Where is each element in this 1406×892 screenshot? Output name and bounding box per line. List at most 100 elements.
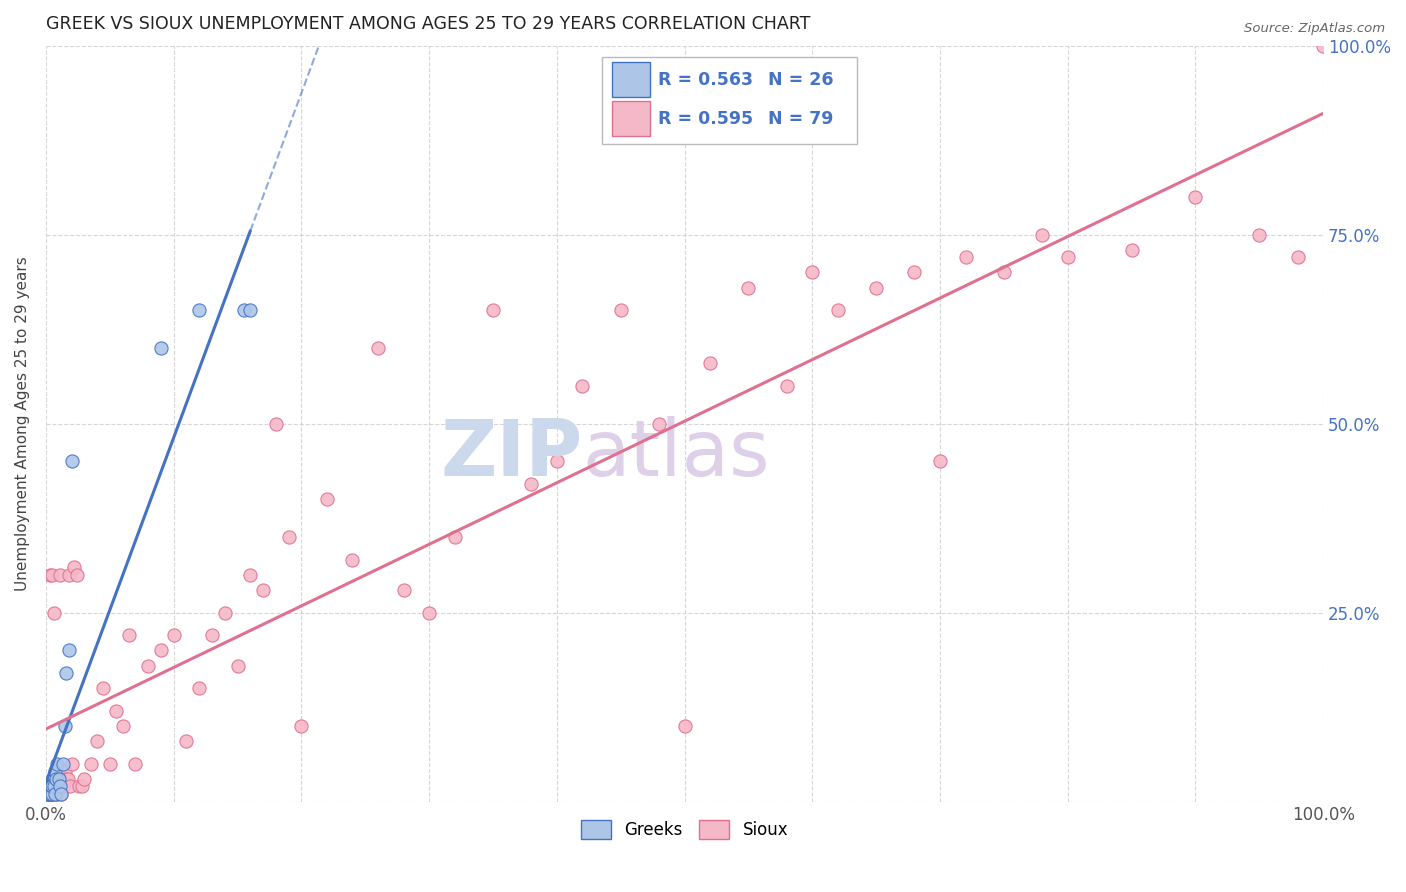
Point [55,666,77,681]
Point [316,492,339,507]
Point [1249,227,1271,242]
Point [65,567,87,582]
Point [37,787,59,801]
Point [93,681,115,696]
Point [1056,250,1078,264]
Point [1031,227,1053,242]
Point [38,780,60,794]
Point [86,734,108,748]
Point [214,606,236,620]
Point [63,560,86,574]
Point [55,772,77,786]
Point [673,719,696,733]
Y-axis label: Unemployment Among Ages 25 to 29 years: Unemployment Among Ages 25 to 29 years [15,256,30,591]
Point [41,780,63,794]
Point [609,303,631,318]
Point [58,567,80,582]
Point [41,567,63,582]
Point [79,756,101,771]
Point [342,552,364,566]
Point [48,772,70,786]
Point [124,756,146,771]
Point [53,764,76,779]
Point [993,265,1015,279]
Point [51,787,73,801]
Point [38,780,60,794]
Point [1121,243,1143,257]
Point [1312,38,1334,53]
Point [38,787,60,801]
Point [699,356,721,370]
Point [44,787,66,801]
Point [37,787,59,801]
Point [38,787,60,801]
Point [53,719,76,733]
Point [38,567,60,582]
Text: GREEK VS SIOUX UNEMPLOYMENT AMONG AGES 25 TO 29 YEARS CORRELATION CHART: GREEK VS SIOUX UNEMPLOYMENT AMONG AGES 2… [46,15,810,33]
Legend: Greeks, Sioux: Greeks, Sioux [574,814,794,847]
Point [42,780,65,794]
Point [239,303,262,318]
Point [46,756,69,771]
Point [571,379,593,393]
Point [37,780,59,794]
Point [239,567,262,582]
Point [482,303,505,318]
Point [60,756,83,771]
Point [277,530,299,544]
Point [865,280,887,294]
Point [44,764,66,779]
Point [46,787,69,801]
Point [39,787,62,801]
Point [49,567,72,582]
Point [52,756,75,771]
Point [45,772,67,786]
Point [290,719,312,733]
Text: atlas: atlas [582,416,770,491]
Point [232,303,254,318]
Point [392,582,415,597]
Point [98,756,121,771]
Point [252,582,274,597]
Point [201,628,224,642]
Point [51,787,73,801]
Text: Source: ZipAtlas.com: Source: ZipAtlas.com [1244,22,1385,36]
Point [801,265,824,279]
Point [118,628,141,642]
Point [176,734,198,748]
Point [264,417,287,431]
Point [38,787,60,801]
Point [418,606,440,620]
Point [52,772,75,786]
Point [1286,250,1309,264]
Point [136,658,159,673]
Point [367,341,389,355]
Point [42,606,65,620]
Point [44,780,66,794]
Point [60,454,83,468]
Point [39,780,62,794]
Point [45,787,67,801]
Point [58,643,80,657]
Point [70,780,93,794]
Point [52,780,75,794]
Point [149,643,172,657]
Point [188,303,211,318]
Point [48,780,70,794]
Point [1184,190,1206,204]
Point [67,780,90,794]
Point [49,780,72,794]
Point [903,265,925,279]
Point [56,772,79,786]
Point [41,787,63,801]
Point [105,704,128,718]
Point [41,787,63,801]
Point [38,787,60,801]
Point [226,658,249,673]
Point [45,772,67,786]
Point [443,530,465,544]
Point [163,628,186,642]
Point [737,280,759,294]
Point [955,250,977,264]
Point [149,341,172,355]
